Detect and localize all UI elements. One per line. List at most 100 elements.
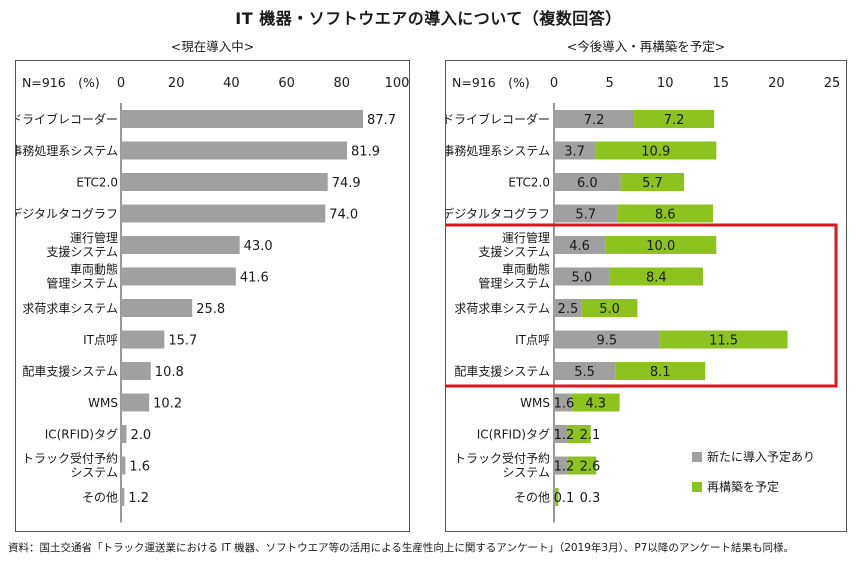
bar-segment-new bbox=[554, 488, 556, 506]
category-label: その他 bbox=[82, 491, 118, 505]
data-label: 1.6 bbox=[129, 460, 150, 475]
category-label: 求荷求車システム bbox=[454, 302, 550, 316]
bar-segment-rebuild bbox=[605, 236, 717, 254]
data-label: 1.2 bbox=[128, 491, 149, 506]
category-label: ドライブレコーダー bbox=[16, 112, 118, 127]
data-label-new: 5.0 bbox=[571, 271, 592, 286]
bar-segment-rebuild bbox=[617, 204, 714, 223]
bar-segment-new bbox=[554, 267, 610, 286]
x-tick-label: 80 bbox=[334, 76, 351, 91]
category-label: WMS bbox=[88, 396, 118, 410]
data-label-rebuild: 4.3 bbox=[585, 397, 606, 412]
x-tick-label: 10 bbox=[657, 76, 674, 91]
data-label-new: 1.2 bbox=[554, 428, 575, 443]
data-label: 74.9 bbox=[332, 176, 361, 191]
category-label: IC(RFID)タグ bbox=[477, 428, 550, 442]
right-chart-panel: N=916 (%) 0 5 10 15 20 25 ドライブレコーダー 事務処理系システム ETC… bbox=[445, 60, 847, 532]
bar-segment-new bbox=[554, 110, 635, 128]
category-label: 運行管理 bbox=[502, 230, 550, 245]
category-label: トラック受付予約 bbox=[454, 451, 550, 466]
bar-segment-new bbox=[554, 362, 616, 380]
data-label: 41.6 bbox=[240, 271, 269, 286]
data-label-rebuild: 8.1 bbox=[650, 365, 671, 380]
bar-segment-rebuild bbox=[609, 267, 704, 286]
bar-segment-rebuild bbox=[620, 173, 685, 191]
data-label-rebuild: 10.9 bbox=[641, 145, 670, 160]
x-tick-label: 100 bbox=[385, 76, 410, 91]
data-label-new: 2.5 bbox=[558, 302, 579, 317]
category-label: 配車支援システム bbox=[22, 365, 118, 379]
bar-segment-rebuild bbox=[581, 299, 638, 317]
category-label: 管理システム bbox=[46, 276, 118, 291]
x-tick-label: 15 bbox=[713, 76, 730, 91]
category-label: 運行管理 bbox=[70, 230, 118, 245]
data-label-new: 1.6 bbox=[554, 397, 575, 412]
data-label-new: 3.7 bbox=[564, 145, 585, 160]
legend-swatch-rebuild bbox=[692, 482, 702, 492]
category-label: ドライブレコーダー bbox=[446, 112, 550, 127]
bar-segment-rebuild bbox=[595, 141, 717, 160]
bar bbox=[121, 173, 328, 191]
bar-segment-rebuild bbox=[615, 362, 706, 380]
left-chart-panel: N=916 (%) 0 20 40 60 80 100 ドライブレコーダー 事務処理系システム E… bbox=[15, 60, 410, 532]
bar-segment-new bbox=[554, 330, 660, 349]
bar-segment-new bbox=[554, 141, 596, 160]
data-label-rebuild: 0.3 bbox=[580, 491, 601, 506]
category-label: 支援システム bbox=[46, 245, 118, 259]
data-label: 10.8 bbox=[155, 365, 184, 380]
data-label-rebuild: 8.4 bbox=[646, 271, 667, 286]
category-label: WMS bbox=[520, 396, 550, 410]
data-label-new: 0.1 bbox=[554, 491, 575, 506]
bar-segment-new bbox=[554, 456, 568, 475]
bar bbox=[121, 141, 348, 160]
bar-segment-rebuild bbox=[571, 393, 620, 412]
data-label: 25.8 bbox=[196, 302, 225, 317]
x-tick-label: 60 bbox=[278, 76, 295, 91]
x-tick-label: 40 bbox=[223, 76, 240, 91]
data-label-new: 9.5 bbox=[596, 334, 617, 349]
highlight-box bbox=[446, 223, 838, 388]
bar-segment-new bbox=[554, 173, 621, 191]
bar bbox=[121, 299, 193, 317]
data-label-new: 5.7 bbox=[575, 208, 596, 223]
category-label: 求荷求車システム bbox=[22, 302, 118, 316]
bar bbox=[121, 267, 236, 286]
legend-label-rebuild: 再構築を予定 bbox=[707, 479, 779, 494]
data-label: 2.0 bbox=[131, 428, 152, 443]
n-label: N=916 (%) bbox=[452, 75, 530, 90]
category-label: システム bbox=[70, 466, 118, 480]
data-label-new: 7.2 bbox=[584, 113, 605, 128]
data-label: 87.7 bbox=[367, 113, 396, 128]
bar-segment-rebuild bbox=[567, 456, 597, 475]
x-tick-label: 20 bbox=[768, 76, 785, 91]
category-label: 支援システム bbox=[478, 245, 550, 259]
bar-segment-new bbox=[554, 236, 606, 254]
data-label-rebuild: 11.5 bbox=[709, 334, 738, 349]
data-label-new: 5.5 bbox=[574, 365, 595, 380]
x-tick-label: 0 bbox=[550, 76, 558, 91]
category-label: IT点呼 bbox=[515, 333, 550, 347]
data-label-rebuild: 5.0 bbox=[599, 302, 620, 317]
bar bbox=[121, 330, 165, 349]
data-label: 10.2 bbox=[153, 397, 182, 412]
category-label: システム bbox=[502, 466, 550, 480]
bar bbox=[121, 204, 326, 223]
x-tick-label: 20 bbox=[168, 76, 185, 91]
bar bbox=[121, 393, 150, 412]
bar-segment-rebuild bbox=[567, 425, 591, 443]
data-label-new: 4.6 bbox=[569, 239, 590, 254]
category-label: 事務処理系システム bbox=[16, 144, 118, 158]
n-label: N=916 (%) bbox=[22, 75, 100, 90]
category-label: ETC2.0 bbox=[76, 176, 118, 190]
data-label: 43.0 bbox=[244, 239, 273, 254]
data-label: 74.0 bbox=[329, 208, 358, 223]
category-label: その他 bbox=[514, 491, 550, 505]
bar-segment-new bbox=[554, 204, 618, 223]
data-label-rebuild: 2.6 bbox=[580, 460, 601, 475]
category-label: ETC2.0 bbox=[508, 176, 550, 190]
data-label-rebuild: 7.2 bbox=[664, 113, 685, 128]
bar bbox=[121, 236, 240, 254]
x-tick-label: 0 bbox=[117, 76, 125, 91]
data-label: 15.7 bbox=[168, 334, 197, 349]
